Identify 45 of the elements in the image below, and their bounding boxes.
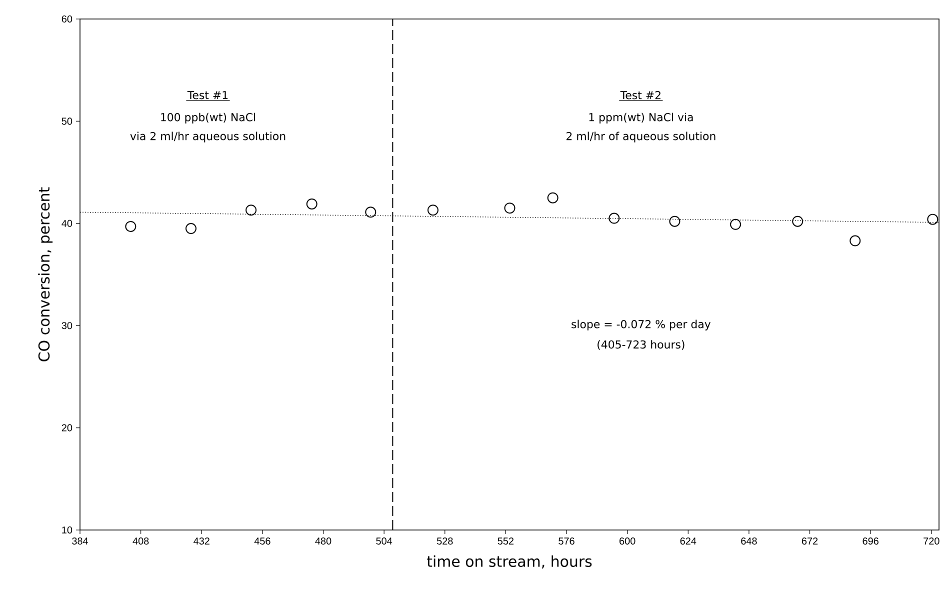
x-tick-label: 432 bbox=[194, 538, 210, 545]
y-tick-label: 50 bbox=[62, 118, 72, 125]
point bbox=[365, 206, 376, 218]
point bbox=[427, 204, 438, 216]
annotation: Test #2 bbox=[620, 91, 660, 100]
annotation: (405-723 hours) bbox=[598, 340, 684, 350]
x-tick-label: 504 bbox=[376, 538, 392, 545]
annotation: 2 ml/hr of aqueous solution bbox=[566, 132, 716, 142]
y-tick-label: 40 bbox=[62, 220, 72, 227]
x-tick-label: 456 bbox=[254, 538, 270, 545]
x-tick-label: 720 bbox=[924, 538, 940, 545]
y-tick-label: 30 bbox=[62, 322, 72, 330]
point bbox=[306, 198, 318, 210]
x-tick-label: 408 bbox=[132, 538, 149, 545]
point bbox=[125, 220, 136, 232]
annotation: 100 ppb(wt) NaCl bbox=[161, 112, 256, 124]
point bbox=[730, 218, 742, 230]
x-tick-label: 384 bbox=[72, 538, 88, 545]
annotation: via 2 ml/hr aqueous solution bbox=[130, 132, 286, 142]
x-tick-label: 528 bbox=[436, 538, 453, 545]
y-tick-label: 20 bbox=[62, 424, 72, 432]
annotation: slope = -0.072 % per day bbox=[572, 320, 711, 330]
annotation: 1 ppm(wt) NaCl via bbox=[589, 112, 693, 124]
point bbox=[547, 192, 558, 204]
x-tick-label: 576 bbox=[558, 538, 574, 545]
point bbox=[792, 216, 804, 227]
x-tick-label: 480 bbox=[315, 538, 332, 545]
point bbox=[608, 212, 620, 224]
x-tick-label: 600 bbox=[620, 538, 636, 545]
point bbox=[185, 223, 196, 234]
x-tick-label: 648 bbox=[741, 538, 757, 545]
x-tick-label: 552 bbox=[498, 538, 514, 545]
point bbox=[669, 216, 680, 227]
y-axis-title: CO conversion, percent bbox=[38, 187, 53, 362]
point bbox=[246, 204, 257, 216]
x-tick-label: 624 bbox=[680, 538, 696, 545]
point bbox=[504, 202, 516, 214]
y-tick-label: 60 bbox=[62, 15, 72, 23]
x-tick-label: 672 bbox=[802, 538, 818, 545]
y-tick-label: 10 bbox=[62, 526, 72, 534]
x-axis-title: time on stream, hours bbox=[427, 555, 592, 568]
point bbox=[927, 214, 938, 225]
point bbox=[850, 235, 861, 246]
annotation: Test #1 bbox=[187, 91, 228, 100]
x-tick-label: 696 bbox=[862, 538, 878, 545]
